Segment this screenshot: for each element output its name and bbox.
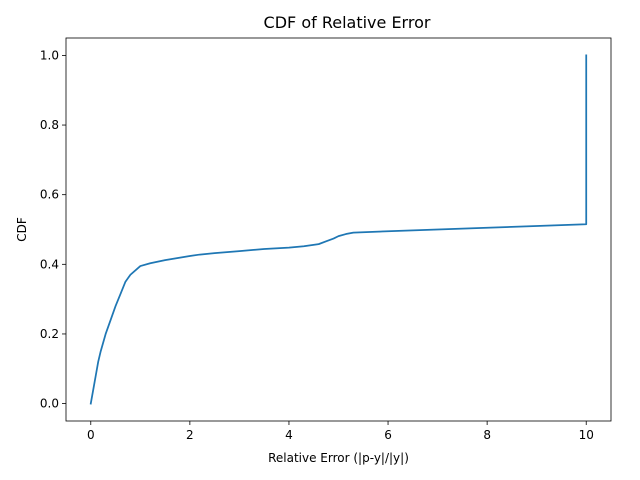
x-tick-label: 0 (87, 428, 95, 442)
plot-area (66, 38, 611, 421)
x-tick-label: 8 (483, 428, 491, 442)
y-axis-label: CDF (15, 217, 29, 242)
y-tick-label: 0.8 (40, 118, 59, 132)
x-axis-ticks: 0 2 4 6 8 10 (87, 421, 594, 442)
plot-frame (65, 37, 612, 422)
y-tick-label: 0.6 (40, 188, 59, 202)
x-tick-label: 4 (285, 428, 293, 442)
x-tick-label: 10 (579, 428, 594, 442)
y-tick-label: 1.0 (40, 48, 59, 62)
cdf-series-line (89, 54, 588, 405)
x-tick-label: 6 (384, 428, 392, 442)
y-tick-label: 0.4 (40, 257, 59, 271)
y-tick-label: 0.2 (40, 327, 59, 341)
y-tick-label: 0.0 (40, 397, 59, 411)
x-axis-label: Relative Error (|p-y|/|y|) (268, 451, 409, 465)
x-tick-label: 2 (186, 428, 194, 442)
chart-title: CDF of Relative Error (264, 13, 431, 32)
y-axis-ticks: 0.0 0.2 0.4 0.6 0.8 1.0 (40, 48, 66, 411)
